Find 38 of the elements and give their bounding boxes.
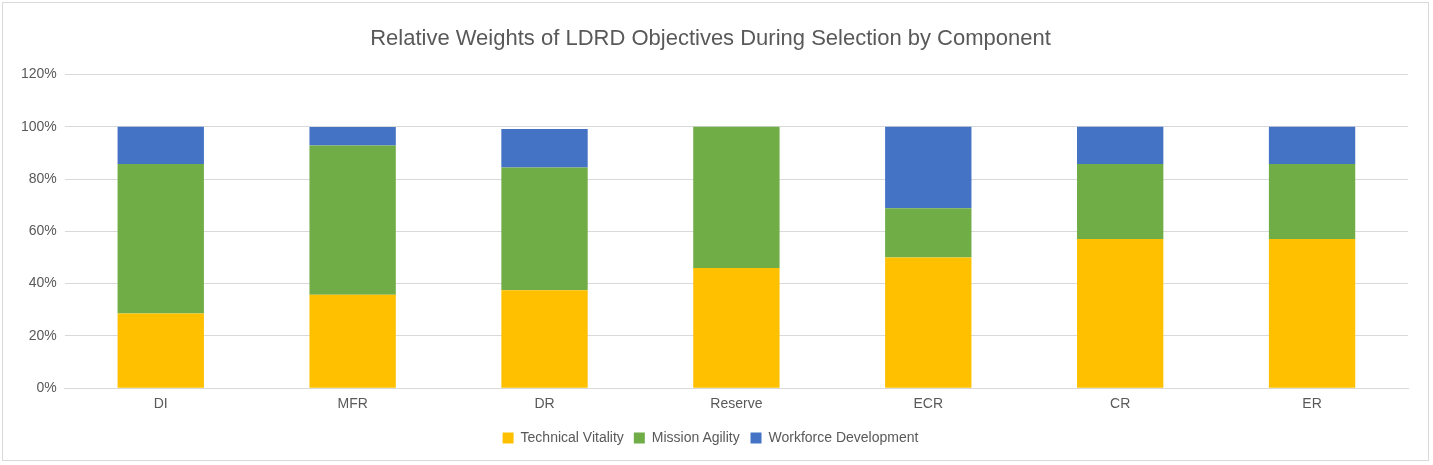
bar xyxy=(885,208,972,258)
y-tick-label: 80% xyxy=(28,169,57,186)
chart-title: Relative Weights of LDRD Objectives During Selection by Component xyxy=(370,25,1051,51)
x-tick-label: ER xyxy=(1302,395,1322,412)
bar xyxy=(1077,164,1164,239)
y-tick-label: 100% xyxy=(20,117,57,134)
y-tick-label: 0% xyxy=(36,379,57,396)
bar xyxy=(501,290,588,388)
bar xyxy=(1077,126,1164,165)
bar xyxy=(117,313,204,388)
bar xyxy=(309,145,396,295)
bar xyxy=(1268,164,1356,239)
y-tick-label: 40% xyxy=(28,274,57,291)
x-tick-label: MFR xyxy=(337,395,368,412)
x-tick-label: DR xyxy=(534,395,555,412)
bar xyxy=(501,129,588,168)
bar xyxy=(117,164,204,314)
y-tick-label: 60% xyxy=(28,222,57,239)
bar xyxy=(1268,126,1356,165)
y-tick-label: 20% xyxy=(28,326,57,343)
bar xyxy=(885,126,972,209)
bar xyxy=(1077,238,1164,388)
legend-label: Mission Agility xyxy=(651,428,740,445)
bar xyxy=(117,126,204,165)
bar xyxy=(309,294,396,388)
legend-label: Workforce Development xyxy=(768,428,919,445)
bar xyxy=(693,126,780,268)
bar xyxy=(885,257,972,388)
bar xyxy=(1268,238,1356,388)
bar xyxy=(693,267,780,388)
bar xyxy=(309,126,396,146)
x-tick-label: Reserve xyxy=(710,395,763,412)
legend-label: Technical Vitality xyxy=(520,428,624,445)
x-tick-label: CR xyxy=(1110,395,1131,412)
x-tick-label: DI xyxy=(153,395,168,412)
x-tick-label: ECR xyxy=(913,395,944,412)
bar xyxy=(501,167,588,291)
y-tick-label: 120% xyxy=(20,65,57,82)
